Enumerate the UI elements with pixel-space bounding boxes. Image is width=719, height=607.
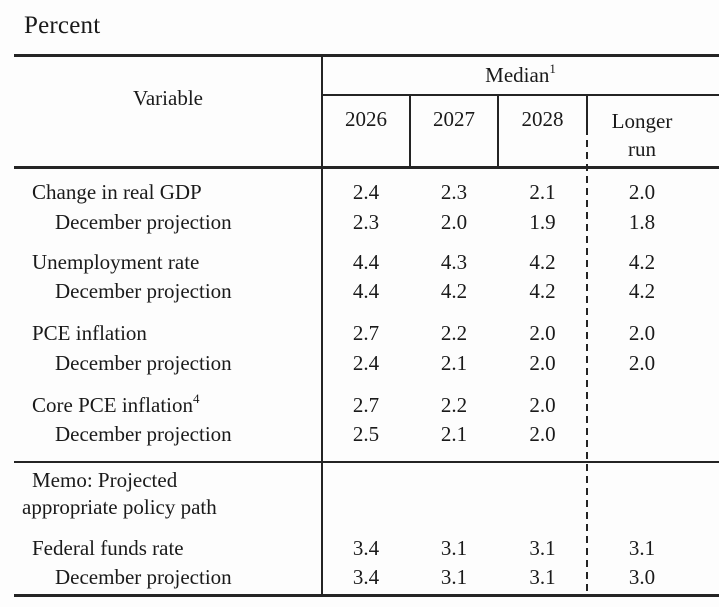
cell-value: 3.1 <box>529 565 556 589</box>
cell-value: 3.1 <box>440 536 468 560</box>
longer-run-divider-solid <box>586 94 588 128</box>
cell-value: 2.0 <box>628 321 656 345</box>
row-label: December projection <box>55 351 232 375</box>
longer-run-divider-dashed <box>586 128 588 594</box>
median-label: Median <box>485 63 550 87</box>
memo-separator-rule <box>14 461 719 463</box>
col-divider-2027-2028 <box>497 94 499 168</box>
cell-value: 3.0 <box>628 565 656 589</box>
row-label: Unemployment rate <box>32 250 200 274</box>
variable-divider-line <box>321 54 323 597</box>
row-label: December projection <box>55 565 232 589</box>
row-label: Change in real GDP <box>32 180 202 204</box>
cell-value: 2.4 <box>352 180 380 204</box>
row-label: Core PCE inflation4 <box>14 391 322 417</box>
row-label: December projection <box>55 422 232 446</box>
cell-value: 2.1 <box>440 422 468 446</box>
median-footnote-superscript: 1 <box>549 61 556 76</box>
cell-value: 2.0 <box>628 351 656 375</box>
longer-run-line2: run <box>628 137 656 161</box>
cell-value: 2.3 <box>352 210 380 234</box>
row-label-text: Core PCE inflation <box>32 393 193 417</box>
column-header-2028: 2028 <box>521 107 564 131</box>
bottom-rule <box>14 594 719 597</box>
column-header-2027: 2027 <box>433 107 475 131</box>
median-column-group-header: Median1 <box>322 61 719 87</box>
row-label: PCE inflation <box>32 321 147 345</box>
cell-value: 2.0 <box>628 180 656 204</box>
cell-value: 3.1 <box>628 536 656 560</box>
cell-value: 2.0 <box>440 210 468 234</box>
cell-value: 4.2 <box>440 279 468 303</box>
cell-value: 2.1 <box>440 351 468 375</box>
column-header-2026: 2026 <box>345 107 387 131</box>
cell-value: 1.8 <box>628 210 656 234</box>
cell-value: 2.5 <box>352 422 380 446</box>
cell-value: 3.4 <box>352 536 380 560</box>
column-header-longer-run: Longer run <box>587 107 697 163</box>
cell-value: 2.4 <box>352 351 380 375</box>
cell-value: 4.2 <box>529 279 556 303</box>
memo-line-2: appropriate policy path <box>22 495 217 519</box>
cell-value: 2.3 <box>440 180 468 204</box>
cell-value: 4.2 <box>628 279 656 303</box>
cell-value: 2.7 <box>352 321 380 345</box>
cell-value: 4.2 <box>628 250 656 274</box>
variable-column-header: Variable <box>133 86 203 110</box>
cell-value: 4.4 <box>352 279 380 303</box>
cell-value: 2.7 <box>352 393 380 417</box>
percent-label: Percent <box>24 12 101 39</box>
core-pce-footnote-superscript: 4 <box>193 391 200 406</box>
cell-value: 4.3 <box>440 250 468 274</box>
row-label: Federal funds rate <box>32 536 184 560</box>
cell-value: 2.1 <box>529 180 556 204</box>
cell-value: 3.1 <box>440 565 468 589</box>
cell-value: 2.0 <box>529 321 556 345</box>
row-label: December projection <box>55 210 232 234</box>
row-label: December projection <box>55 279 232 303</box>
cell-value: 3.1 <box>529 536 556 560</box>
cell-value: 2.0 <box>529 422 556 446</box>
header-bottom-rule <box>14 166 719 169</box>
cell-value: 2.0 <box>529 351 556 375</box>
cell-value: 1.9 <box>529 210 556 234</box>
longer-run-line1: Longer <box>611 109 673 133</box>
memo-line-1: Memo: Projected <box>32 468 178 492</box>
cell-value: 2.2 <box>440 393 468 417</box>
cell-value: 3.4 <box>352 565 380 589</box>
median-subrule <box>322 94 719 96</box>
cell-value: 2.0 <box>529 393 556 417</box>
cell-value: 2.2 <box>440 321 468 345</box>
cell-value: 4.2 <box>529 250 556 274</box>
cell-value: 4.4 <box>352 250 380 274</box>
col-divider-2026-2027 <box>409 94 411 168</box>
top-rule <box>14 54 719 57</box>
